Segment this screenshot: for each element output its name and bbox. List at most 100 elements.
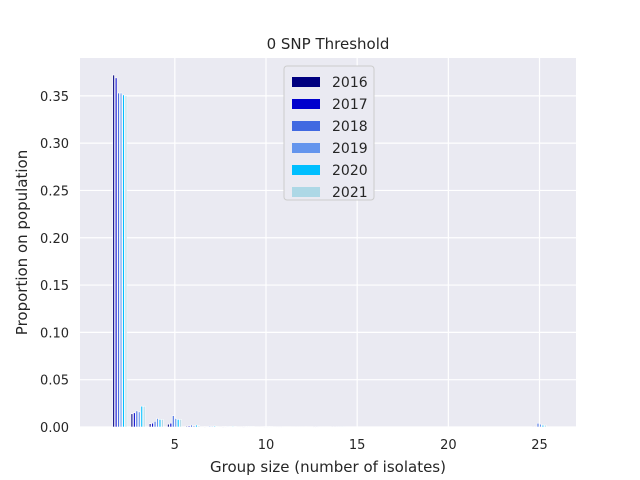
bar-2021-size-13 — [325, 426, 328, 428]
y-tick-label: 0.00 — [40, 421, 69, 436]
y-axis-label: Proportion on population — [13, 150, 31, 335]
y-tick-label: 0.05 — [40, 374, 69, 389]
x-tick-label: 25 — [531, 438, 548, 453]
bar-2019-size-2 — [119, 92, 123, 428]
bar-2020-size-8 — [231, 425, 235, 428]
legend-label-2016: 2016 — [332, 75, 368, 91]
bar-2016-size-8 — [221, 426, 225, 428]
bar-2016-size-4 — [148, 423, 152, 428]
bar-2016-size-9 — [240, 426, 243, 428]
bar-2021-size-2 — [124, 95, 128, 428]
y-tick-label: 0.35 — [40, 90, 69, 105]
legend-label-2017: 2017 — [332, 97, 368, 113]
bar-2021-size-5 — [179, 419, 182, 428]
chart-title: 0 SNP Threshold — [267, 35, 390, 53]
bar-2019-size-8 — [229, 426, 232, 428]
y-tick-label: 0.30 — [40, 137, 69, 152]
bar-2017-size-8 — [224, 426, 227, 428]
bar-2017-size-12 — [297, 426, 300, 428]
bar-2018-size-25 — [536, 422, 540, 428]
legend-label-2020: 2020 — [332, 163, 368, 179]
bar-2016-size-10 — [258, 426, 261, 428]
bar-2021-size-7 — [216, 425, 219, 428]
bar-2019-size-11 — [284, 426, 287, 428]
bar-2021-size-11 — [288, 426, 292, 428]
legend-label-2021: 2021 — [332, 185, 368, 201]
bar-2021-size-25 — [544, 424, 547, 428]
bar-2021-size-12 — [307, 426, 310, 428]
bar-2019-size-5 — [174, 418, 177, 428]
bar-2017-size-25 — [534, 426, 537, 428]
bar-2018-size-4 — [153, 421, 157, 428]
bar-2016-size-25 — [531, 426, 535, 428]
bars-group — [112, 74, 547, 428]
legend-swatch-2019 — [292, 143, 320, 153]
bar-2020-size-10 — [268, 426, 271, 428]
bar-2017-size-6 — [187, 425, 191, 428]
bar-2018-size-8 — [226, 426, 230, 428]
x-tick-label: 20 — [440, 438, 457, 453]
y-tick-label: 0.25 — [40, 184, 69, 199]
legend-label-2019: 2019 — [332, 141, 368, 157]
bar-2016-size-14 — [331, 426, 334, 428]
x-tick-label: 5 — [171, 438, 179, 453]
bar-2017-size-3 — [133, 412, 136, 428]
bar-2016-size-13 — [313, 426, 316, 428]
bar-2020-size-12 — [304, 426, 307, 428]
x-tick-label: 10 — [258, 438, 275, 453]
bar-2020-size-5 — [177, 419, 180, 428]
bar-2019-size-25 — [539, 423, 542, 428]
bar-2020-size-25 — [541, 424, 545, 428]
bar-2017-size-7 — [206, 426, 209, 428]
bar-2020-size-6 — [195, 424, 198, 428]
bar-2016-size-2 — [112, 74, 115, 428]
bar-2021-size-3 — [143, 405, 146, 428]
x-axis-ticks: 5 10 15 20 25 — [171, 438, 548, 453]
bar-2017-size-4 — [151, 422, 154, 428]
legend-swatch-2021 — [292, 187, 320, 197]
bar-2017-size-13 — [315, 426, 318, 428]
bar-2019-size-7 — [211, 425, 214, 428]
bar-2016-size-11 — [276, 426, 279, 428]
bar-2020-size-7 — [213, 425, 216, 428]
bar-2018-size-3 — [135, 410, 138, 428]
bar-2018-size-11 — [281, 426, 284, 428]
y-tick-label: 0.10 — [40, 326, 69, 341]
bar-2017-size-2 — [114, 77, 118, 428]
x-axis-label: Group size (number of isolates) — [210, 458, 446, 476]
bar-2019-size-4 — [156, 418, 159, 428]
bar-2021-size-4 — [161, 419, 164, 428]
bar-2021-size-10 — [270, 426, 273, 428]
bar-2019-size-6 — [192, 425, 196, 428]
bar-2020-size-9 — [250, 426, 253, 428]
bar-2019-size-13 — [320, 426, 323, 428]
bar-2019-size-14 — [338, 426, 341, 428]
bar-2017-size-14 — [333, 426, 337, 428]
bar-2019-size-10 — [265, 426, 269, 428]
bar-2016-size-3 — [130, 413, 134, 428]
bar-2018-size-7 — [208, 425, 211, 428]
bar-2020-size-2 — [122, 94, 125, 428]
bar-2016-size-6 — [185, 425, 188, 428]
bar-2018-size-10 — [263, 426, 266, 428]
bar-2020-size-13 — [322, 426, 326, 428]
bar-2017-size-10 — [260, 426, 264, 428]
legend-swatch-2017 — [292, 99, 320, 109]
y-tick-label: 0.20 — [40, 232, 69, 247]
bar-2016-size-12 — [294, 426, 298, 428]
bar-2020-size-3 — [140, 405, 143, 428]
bar-2017-size-9 — [242, 426, 245, 428]
bar-2018-size-6 — [190, 424, 193, 428]
bar-2021-size-14 — [343, 426, 346, 428]
bar-2016-size-5 — [167, 423, 170, 428]
y-tick-label: 0.15 — [40, 279, 69, 294]
legend-swatch-2020 — [292, 165, 320, 175]
bar-2020-size-4 — [158, 419, 162, 428]
bar-2017-size-11 — [279, 426, 282, 428]
bar-2018-size-2 — [117, 92, 120, 428]
bar-2021-size-8 — [234, 426, 237, 428]
y-axis-ticks: 0.00 0.05 0.10 0.15 0.20 0.25 0.30 0.35 — [40, 90, 69, 436]
bar-2021-size-6 — [197, 425, 201, 428]
bar-2019-size-12 — [302, 426, 305, 428]
